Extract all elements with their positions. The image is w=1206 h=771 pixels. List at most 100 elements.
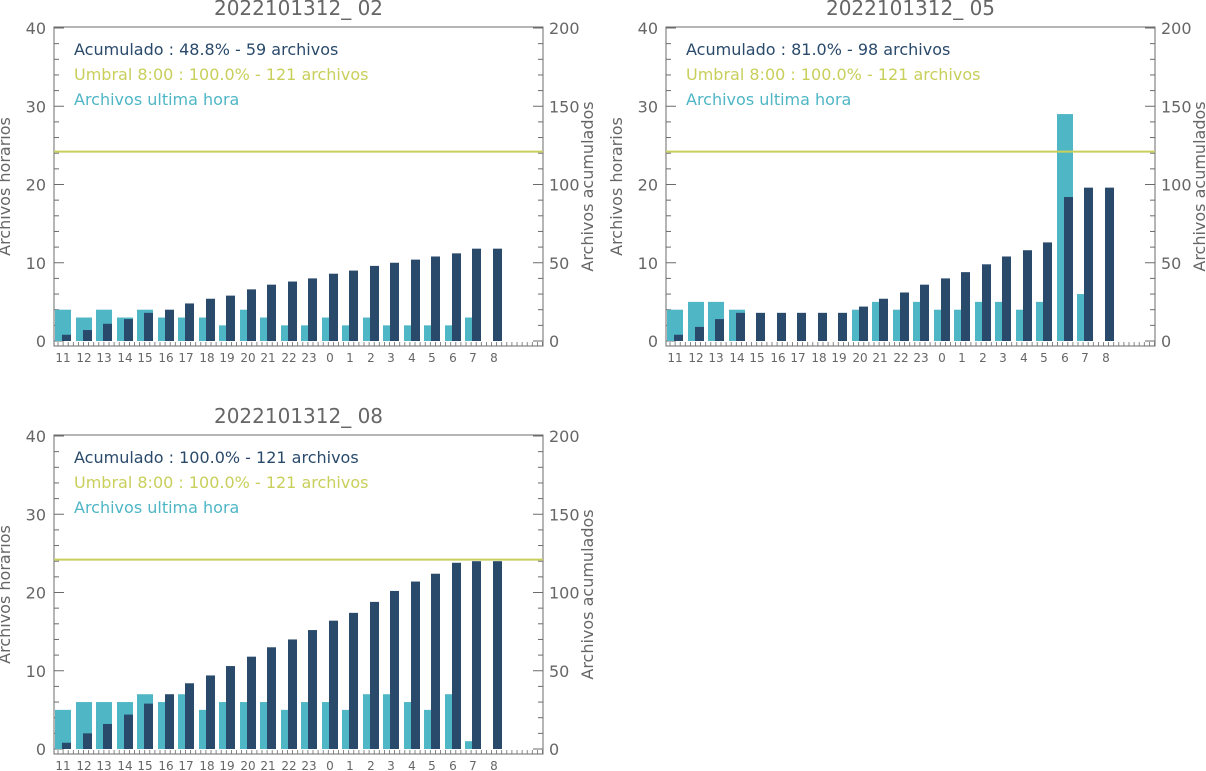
legend-umbral: Umbral 8:00 : 100.0% - 121 archivos [686, 65, 980, 84]
category-label: 2 [979, 351, 987, 365]
category-label: 20 [852, 351, 867, 365]
category-label: 5 [428, 759, 436, 771]
cumulative-bar [411, 581, 420, 749]
cumulative-bar [329, 273, 338, 341]
category-label: 5 [1040, 351, 1048, 365]
cumulative-bar [206, 675, 215, 749]
left-axis-label: Archivos horarios [0, 525, 14, 664]
category-label: 17 [790, 351, 805, 365]
category-label: 1 [958, 351, 966, 365]
category-label: 14 [729, 351, 744, 365]
right-tick-label: 0 [1161, 332, 1171, 351]
cumulative-bar [144, 312, 153, 341]
cumulative-bar [124, 319, 133, 341]
cumulative-bar [900, 292, 909, 341]
category-label: 17 [178, 759, 193, 771]
right-tick-label: 150 [549, 97, 580, 116]
category-label: 22 [281, 351, 296, 365]
category-label: 19 [219, 351, 234, 365]
right-tick-label: 100 [549, 584, 580, 603]
legend-ultima-hora: Archivos ultima hora [686, 90, 851, 109]
cumulative-bar [1084, 187, 1093, 341]
plot-frame [53, 26, 544, 347]
cumulative-bar [144, 703, 153, 749]
category-label: 11 [55, 759, 70, 771]
legend-acumulado: Acumulado : 81.0% - 98 archivos [686, 40, 950, 59]
cumulative-bar [390, 262, 399, 341]
chart-title: 2022101312_ 08 [214, 404, 383, 428]
category-label: 22 [893, 351, 908, 365]
left-tick-label: 30 [26, 505, 46, 524]
cumulative-bar [165, 694, 174, 749]
cumulative-bar [308, 630, 317, 749]
cumulative-bar [62, 742, 71, 749]
hourly-bar [55, 309, 71, 341]
category-label: 23 [301, 759, 316, 771]
left-tick-label: 0 [36, 332, 46, 351]
cumulative-bar [452, 562, 461, 749]
cumulative-bar [695, 326, 704, 341]
category-label: 7 [469, 759, 477, 771]
category-label: 12 [688, 351, 703, 365]
left-tick-label: 0 [36, 740, 46, 759]
left-tick-label: 40 [638, 19, 658, 38]
cumulative-bar [982, 264, 991, 341]
cumulative-bar [452, 253, 461, 341]
plot-frame [665, 26, 1156, 347]
category-label: 17 [178, 351, 193, 365]
category-label: 13 [708, 351, 723, 365]
cumulative-bar [349, 270, 358, 341]
cumulative-bar [103, 323, 112, 341]
cumulative-bar [472, 561, 481, 749]
cumulative-bar [267, 284, 276, 341]
chart-title: 2022101312_ 05 [826, 0, 995, 20]
cumulative-bar [83, 330, 92, 341]
cumulative-bar [1105, 187, 1114, 341]
legend-acumulado: Acumulado : 100.0% - 121 archivos [74, 448, 359, 467]
left-tick-label: 10 [26, 662, 46, 681]
right-tick-label: 150 [1161, 97, 1192, 116]
category-label: 6 [1061, 351, 1069, 365]
cumulative-bar [736, 312, 745, 341]
category-label: 12 [76, 759, 91, 771]
left-tick-label: 10 [26, 254, 46, 273]
cumulative-bar [961, 272, 970, 341]
left-tick-label: 20 [26, 584, 46, 603]
category-label: 14 [117, 759, 132, 771]
cumulative-bar [349, 612, 358, 749]
right-tick-label: 100 [1161, 176, 1192, 195]
cumulative-bar [879, 298, 888, 341]
category-label: 18 [199, 351, 214, 365]
category-label: 12 [76, 351, 91, 365]
category-label: 6 [449, 351, 457, 365]
cumulative-bar [493, 248, 502, 341]
cumulative-bar [431, 256, 440, 341]
category-label: 23 [913, 351, 928, 365]
cumulative-bar [674, 334, 683, 341]
cumulative-bar [838, 312, 847, 341]
category-label: 2 [367, 759, 375, 771]
left-tick-label: 40 [26, 19, 46, 38]
cumulative-bar [124, 714, 133, 749]
cumulative-bar [818, 312, 827, 341]
category-label: 19 [219, 759, 234, 771]
category-label: 21 [260, 759, 275, 771]
category-label: 4 [1020, 351, 1028, 365]
right-axis-label: Archivos acumulados [578, 509, 597, 679]
right-tick-label: 50 [549, 662, 569, 681]
cumulative-bar [797, 312, 806, 341]
category-label: 8 [490, 759, 498, 771]
cumulative-bar [308, 278, 317, 341]
category-label: 21 [872, 351, 887, 365]
cumulative-bar [1002, 256, 1011, 341]
category-label: 1 [346, 351, 354, 365]
plot-frame [53, 434, 544, 755]
cumulative-bar [370, 265, 379, 341]
right-axis-label: Archivos acumulados [1190, 101, 1206, 271]
category-label: 19 [831, 351, 846, 365]
chart-title: 2022101312_ 02 [214, 0, 383, 20]
left-tick-label: 20 [26, 176, 46, 195]
